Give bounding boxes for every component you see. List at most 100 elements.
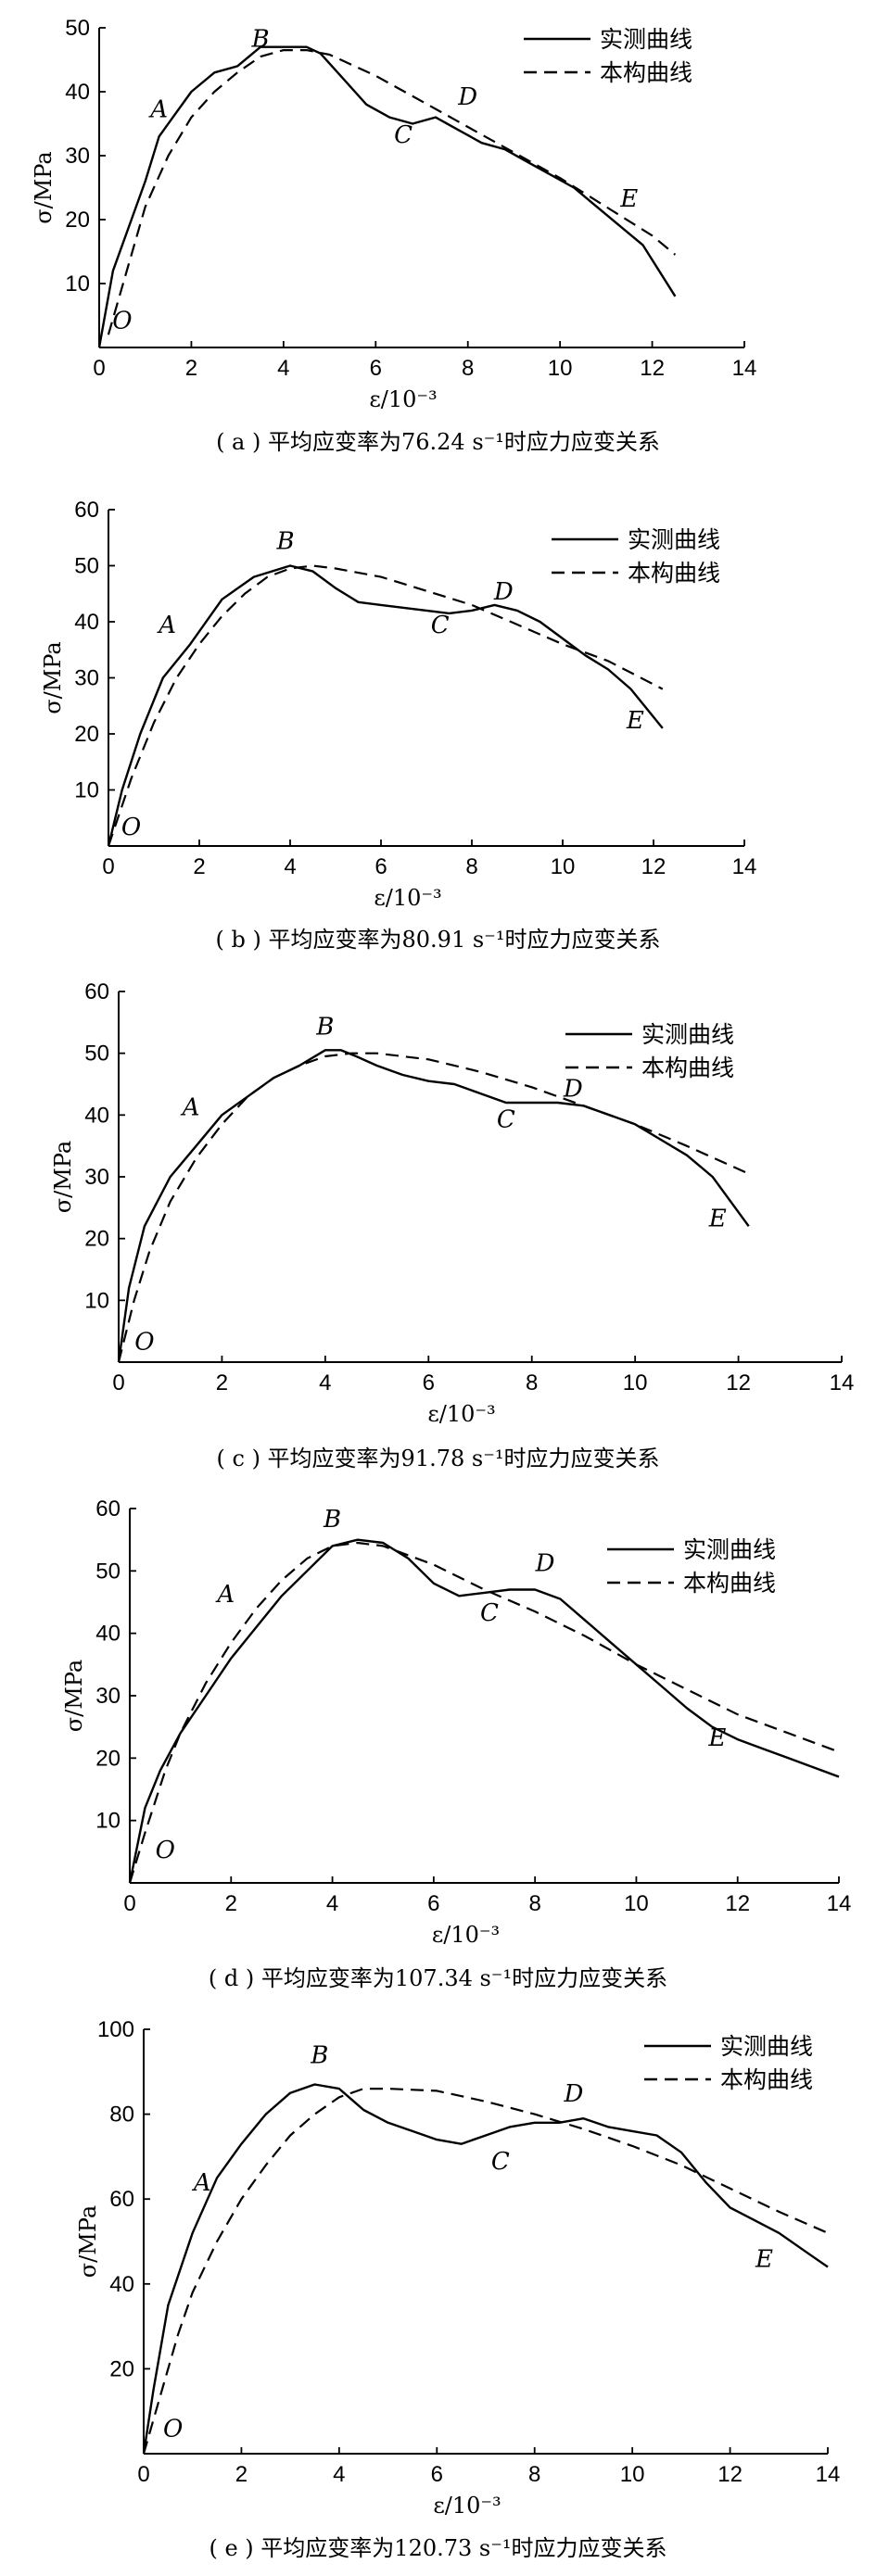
measured-curve-line	[97, 45, 677, 348]
x-tick-label: 14	[830, 1370, 855, 1395]
stress-strain-chart-e: 0 2 4 6 8 10 12 14 20 40 60 80 100 ε/10⁻³ σ/MPa O A B C D E 实…	[75, 2017, 841, 2519]
y-tick-label: 50	[84, 1042, 109, 1067]
point-label-c: C	[497, 1106, 515, 1134]
y-tick-label: 60	[84, 979, 109, 1004]
y-tick-label: 10	[65, 271, 90, 297]
measured-curve-line	[128, 1538, 840, 1884]
x-tick-label: 6	[427, 1891, 439, 1916]
x-tick-label: 4	[326, 1891, 338, 1916]
y-tick-label: 50	[74, 554, 99, 579]
y-tick-label: 40	[109, 2272, 134, 2297]
point-label-d: D	[457, 83, 477, 111]
y-tick-label: 30	[74, 666, 99, 691]
stress-strain-chart-a: 0 2 4 6 8 10 12 14 10 20 30 40 50 ε/10⁻³ σ/MPa O A B C D E 实测…	[31, 16, 757, 412]
x-axis-label: ε/10⁻³	[369, 386, 437, 412]
x-tick-label: 10	[624, 1891, 649, 1916]
chart-caption-d: ( d ) 平均应变率为107.34 s⁻¹时应力应变关系	[208, 1965, 668, 1991]
x-tick-label: 0	[93, 356, 105, 381]
chart-caption-c: ( c ) 平均应变率为91.78 s⁻¹时应力应变关系	[216, 1446, 660, 1471]
x-tick-label: 14	[816, 2462, 841, 2487]
x-tick-label: 8	[528, 2462, 540, 2487]
y-tick-label: 40	[84, 1103, 109, 1128]
x-tick-label: 4	[284, 854, 296, 879]
x-tick-label: 14	[732, 356, 757, 381]
legend-label: 实测曲线	[720, 2033, 813, 2060]
x-tick-label: 12	[726, 1370, 751, 1395]
x-tick-label: 0	[102, 854, 114, 879]
x-tick-label: 8	[462, 356, 474, 381]
x-tick-label: 10	[623, 1370, 648, 1395]
point-label-a: A	[181, 1093, 200, 1121]
x-tick-label: 4	[319, 1370, 331, 1395]
point-label-o: O	[112, 307, 132, 335]
point-label-d: D	[493, 578, 514, 606]
x-axis-label: ε/10⁻³	[433, 2493, 501, 2519]
chart-panel-e: 0 2 4 6 8 10 12 14 20 40 60 80 100 ε/10⁻³ σ/MPa O A B C D E 实…	[0, 2001, 876, 2576]
y-tick-label: 40	[95, 1622, 121, 1647]
legend-label: 本构曲线	[641, 1054, 734, 1081]
y-tick-label: 10	[74, 778, 99, 803]
x-tick-label: 2	[225, 1891, 237, 1916]
y-tick-label: 50	[95, 1559, 121, 1584]
point-label-o: O	[163, 2416, 183, 2443]
y-tick-label: 20	[109, 2356, 134, 2381]
stress-strain-chart-d: 0 2 4 6 8 10 12 14 10 20 30 40 50 60 ε/10⁻³ σ/MPa O A B C D E…	[61, 1496, 851, 1948]
point-label-e: E	[755, 2245, 773, 2273]
point-label-e: E	[707, 1724, 726, 1752]
constitutive-curve-line	[107, 49, 677, 335]
y-tick-label: 20	[84, 1227, 109, 1252]
y-tick-label: 80	[109, 2102, 134, 2128]
x-tick-label: 2	[193, 854, 205, 879]
y-tick-label: 60	[95, 1496, 121, 1522]
measured-curve-line	[117, 1049, 750, 1363]
point-label-e: E	[708, 1205, 727, 1232]
measured-curve-line	[142, 2083, 829, 2455]
stress-strain-chart-b: 0 2 4 6 8 10 12 14 10 20 30 40 50 60 ε/10⁻³ σ/MPa O A B C D E…	[40, 498, 756, 911]
chart-panel-b: 0 2 4 6 8 10 12 14 10 20 30 40 50 60 ε/10⁻³ σ/MPa O A B C D E…	[0, 482, 876, 964]
point-label-d: D	[563, 1075, 583, 1103]
x-tick-label: 8	[528, 1891, 540, 1916]
point-label-a: A	[215, 1581, 235, 1609]
x-tick-label: 2	[235, 2462, 248, 2487]
y-tick-label: 30	[84, 1165, 109, 1190]
y-tick-label: 30	[65, 144, 90, 169]
y-axis-label: σ/MPa	[40, 641, 66, 713]
y-tick-label: 60	[74, 498, 99, 523]
y-tick-label: 40	[65, 80, 90, 105]
x-axis-label: ε/10⁻³	[432, 1922, 500, 1948]
chart-panel-d: 0 2 4 6 8 10 12 14 10 20 30 40 50 60 ε/10⁻³ σ/MPa O A B C D E…	[0, 1483, 876, 2001]
point-label-a: A	[192, 2169, 211, 2197]
constitutive-curve-line	[128, 1541, 840, 1884]
measured-curve-line	[107, 564, 664, 847]
legend-label: 实测曲线	[641, 1021, 734, 1048]
legend-label: 本构曲线	[628, 560, 720, 587]
point-label-b: B	[315, 1014, 334, 1042]
y-tick-label: 30	[95, 1684, 121, 1709]
x-tick-label: 8	[526, 1370, 538, 1395]
x-axis-label: ε/10⁻³	[427, 1401, 495, 1427]
x-tick-label: 12	[641, 854, 667, 879]
point-label-c: C	[480, 1599, 499, 1627]
legend-label: 实测曲线	[683, 1536, 776, 1563]
x-axis-label: ε/10⁻³	[374, 885, 441, 911]
point-label-o: O	[156, 1837, 175, 1864]
y-tick-label: 20	[74, 722, 99, 747]
y-tick-label: 10	[95, 1809, 121, 1834]
point-label-b: B	[310, 2042, 328, 2070]
y-axis-label: σ/MPa	[61, 1660, 87, 1732]
x-tick-label: 0	[137, 2462, 149, 2487]
stress-strain-chart-c: 0 2 4 6 8 10 12 14 10 20 30 40 50 60 ε/10⁻³ σ/MPa O A B C D E…	[50, 979, 855, 1427]
x-tick-label: 8	[465, 854, 477, 879]
x-tick-label: 6	[423, 1370, 435, 1395]
point-label-a: A	[157, 612, 176, 639]
x-tick-label: 2	[185, 356, 197, 381]
chart-caption-e: ( e ) 平均应变率为120.73 s⁻¹时应力应变关系	[209, 2535, 667, 2561]
legend-label: 实测曲线	[600, 26, 692, 53]
constitutive-curve-line	[107, 564, 664, 847]
y-tick-label: 50	[65, 16, 90, 41]
